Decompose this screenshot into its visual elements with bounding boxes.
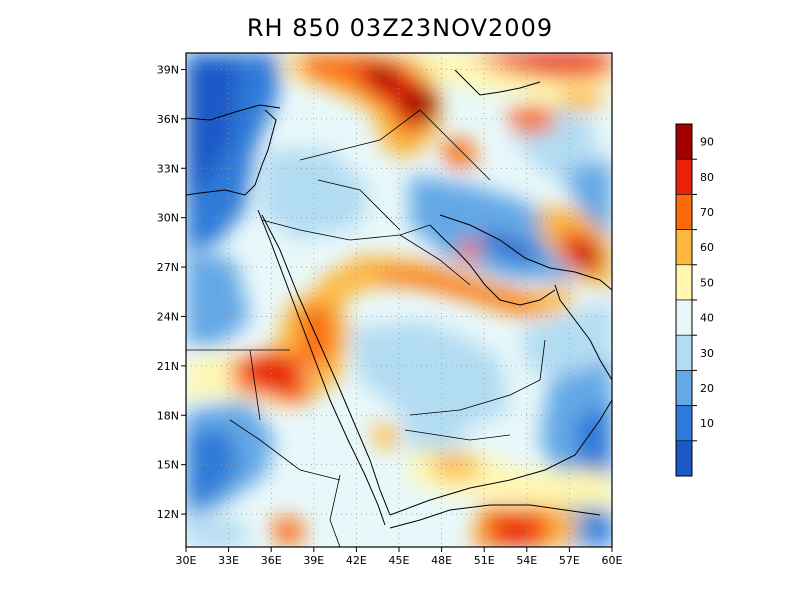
colorbar-swatch [675, 440, 693, 477]
lon-tick-label: 48E [431, 554, 452, 567]
rh-field [186, 53, 612, 547]
grid-lines [186, 53, 612, 547]
longitude-axis: 30E 33E 36E 39E 42E 45E 48E 51E 54E 57E 60E [176, 547, 623, 567]
colorbar-swatch [675, 299, 693, 336]
lat-tick-label: 27N [157, 261, 179, 274]
colorbar-swatch [675, 405, 693, 442]
lat-tick-label: 21N [157, 360, 179, 373]
lon-tick-label: 33E [218, 554, 239, 567]
lon-tick-label: 45E [389, 554, 410, 567]
colorbar: 90 80 70 60 50 40 30 20 10 [675, 123, 714, 477]
lon-tick-label: 42E [346, 554, 367, 567]
lon-tick-label: 60E [602, 554, 623, 567]
colorbar-label: 20 [700, 382, 714, 395]
lon-tick-label: 57E [559, 554, 580, 567]
lat-tick-label: 18N [157, 409, 179, 422]
colorbar-label: 30 [700, 347, 714, 360]
colorbar-label: 80 [700, 171, 714, 184]
lat-tick-label: 36N [157, 113, 179, 126]
lon-tick-label: 39E [303, 554, 324, 567]
lon-tick-label: 36E [261, 554, 282, 567]
colorbar-swatch [675, 229, 693, 266]
colorbar-swatch [675, 194, 693, 230]
coastlines-borders [186, 69, 612, 547]
lon-tick-label: 51E [474, 554, 495, 567]
colorbar-swatch [675, 370, 693, 406]
lat-tick-label: 30N [157, 212, 179, 225]
lat-tick-label: 39N [157, 63, 179, 76]
lat-tick-label: 12N [157, 508, 179, 521]
colorbar-label: 50 [700, 276, 714, 289]
colorbar-swatch [675, 158, 693, 195]
colorbar-swatch [675, 264, 693, 301]
colorbar-swatch [675, 123, 693, 160]
colorbar-label: 70 [700, 206, 714, 219]
lat-tick-label: 15N [157, 459, 179, 472]
lat-tick-label: 24N [157, 310, 179, 323]
lon-tick-label: 30E [176, 554, 197, 567]
colorbar-label: 60 [700, 241, 714, 254]
lon-tick-label: 54E [516, 554, 537, 567]
colorbar-label: 90 [700, 136, 714, 149]
latitude-axis: 39N 36N 33N 30N 27N 24N 21N 18N 15N 12N [157, 63, 186, 521]
colorbar-swatch [675, 334, 693, 371]
plot-title: RH 850 03Z23NOV2009 [246, 14, 554, 42]
colorbar-label: 40 [700, 312, 714, 325]
colorbar-label: 10 [700, 417, 714, 430]
lat-tick-label: 33N [157, 162, 179, 175]
